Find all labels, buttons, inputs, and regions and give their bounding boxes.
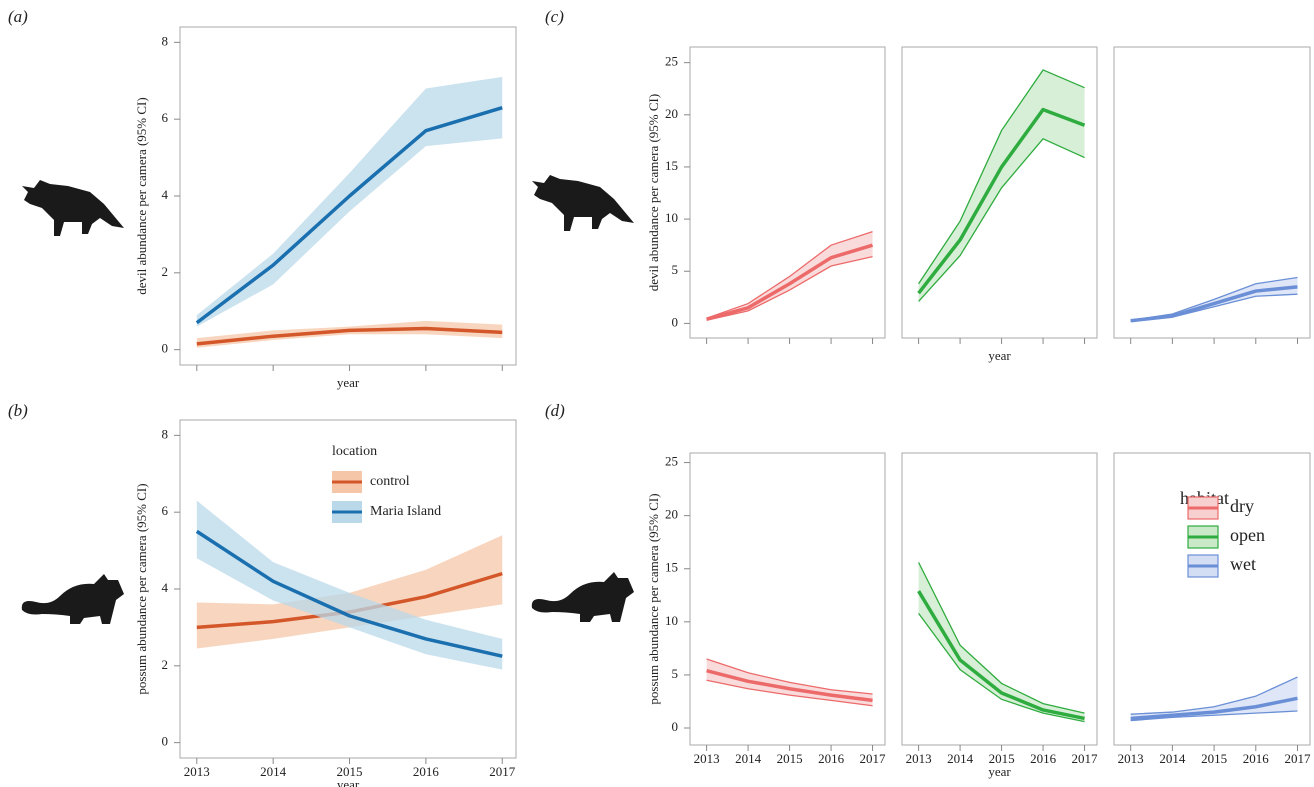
- x-tick-label: 2013: [906, 751, 932, 766]
- y-tick-label: 20: [665, 507, 678, 522]
- legend-label: open: [1230, 525, 1265, 545]
- possum-silhouette: [22, 574, 124, 624]
- x-axis-label: year: [337, 777, 360, 787]
- y-tick-label: 5: [672, 666, 679, 681]
- y-axis-label: devil abundance per camera (95% CI): [646, 94, 661, 291]
- legend-label: dry: [1230, 496, 1254, 516]
- y-tick-label: 0: [672, 719, 679, 734]
- panel-label: (c): [545, 7, 564, 26]
- x-tick-label: 2016: [818, 751, 845, 766]
- x-axis-label: year: [988, 348, 1011, 363]
- x-axis-label: year: [988, 764, 1011, 779]
- x-tick-label: 2013: [1118, 751, 1144, 766]
- panel-label: (b): [8, 401, 28, 420]
- y-tick-label: 20: [665, 106, 678, 121]
- x-tick-label: 2015: [777, 751, 803, 766]
- x-tick-label: 2016: [1243, 751, 1270, 766]
- y-tick-label: 25: [665, 454, 678, 469]
- x-tick-label: 2014: [1159, 751, 1186, 766]
- x-tick-label: 2017: [1072, 751, 1099, 766]
- y-tick-label: 8: [162, 426, 169, 441]
- x-tick-label: 2016: [1030, 751, 1057, 766]
- devil-icon: [22, 180, 124, 236]
- y-axis-label: possum abundance per camera (95% CI): [134, 483, 149, 694]
- possum-silhouette: [532, 572, 634, 622]
- panel-label: (a): [8, 7, 28, 26]
- x-tick-label: 2013: [184, 764, 210, 779]
- x-tick-label: 2013: [694, 751, 720, 766]
- y-tick-label: 5: [672, 262, 679, 277]
- plot-frame: [690, 47, 885, 338]
- y-tick-label: 4: [162, 580, 169, 595]
- legend-label: control: [370, 474, 410, 489]
- x-tick-label: 2016: [413, 764, 440, 779]
- legend: location control Maria Island: [332, 444, 441, 523]
- figure: (a)devil abundance per camera (95% CI)02…: [0, 0, 1314, 787]
- y-axis-label: possum abundance per camera (95% CI): [646, 493, 661, 704]
- devil-icon: [532, 175, 634, 231]
- panel-label: (d): [545, 401, 565, 420]
- x-tick-label: 2014: [735, 751, 762, 766]
- x-tick-label: 2017: [860, 751, 887, 766]
- x-tick-label: 2017: [1284, 751, 1311, 766]
- y-tick-label: 6: [162, 110, 169, 125]
- x-tick-label: 2014: [260, 764, 287, 779]
- legend-title: location: [332, 444, 377, 459]
- y-tick-label: 15: [665, 560, 678, 575]
- possum-icon: [532, 572, 634, 622]
- ci-band: [197, 321, 502, 348]
- y-tick-label: 0: [672, 314, 679, 329]
- y-tick-label: 2: [162, 657, 169, 672]
- x-tick-label: 2017: [489, 764, 516, 779]
- x-tick-label: 2014: [947, 751, 974, 766]
- y-tick-label: 15: [665, 158, 678, 173]
- y-tick-label: 4: [162, 187, 169, 202]
- y-tick-label: 6: [162, 503, 169, 518]
- legend-label: Maria Island: [370, 504, 441, 519]
- legend: habitatdryopenwet: [1180, 488, 1265, 577]
- y-tick-label: 0: [162, 341, 169, 356]
- ci-band: [919, 562, 1085, 721]
- ci-band: [1131, 677, 1298, 721]
- y-tick-label: 0: [162, 734, 169, 749]
- y-axis-label: devil abundance per camera (95% CI): [134, 97, 149, 294]
- x-tick-label: 2015: [1201, 751, 1227, 766]
- devil-silhouette: [532, 175, 634, 231]
- y-tick-label: 10: [665, 613, 678, 628]
- possum-icon: [22, 574, 124, 624]
- y-tick-label: 8: [162, 33, 169, 48]
- x-axis-label: year: [337, 375, 360, 390]
- devil-silhouette: [22, 180, 124, 236]
- y-tick-label: 25: [665, 54, 678, 69]
- legend-label: wet: [1230, 554, 1256, 574]
- y-tick-label: 10: [665, 210, 678, 225]
- ci-band: [919, 70, 1085, 302]
- y-tick-label: 2: [162, 264, 169, 279]
